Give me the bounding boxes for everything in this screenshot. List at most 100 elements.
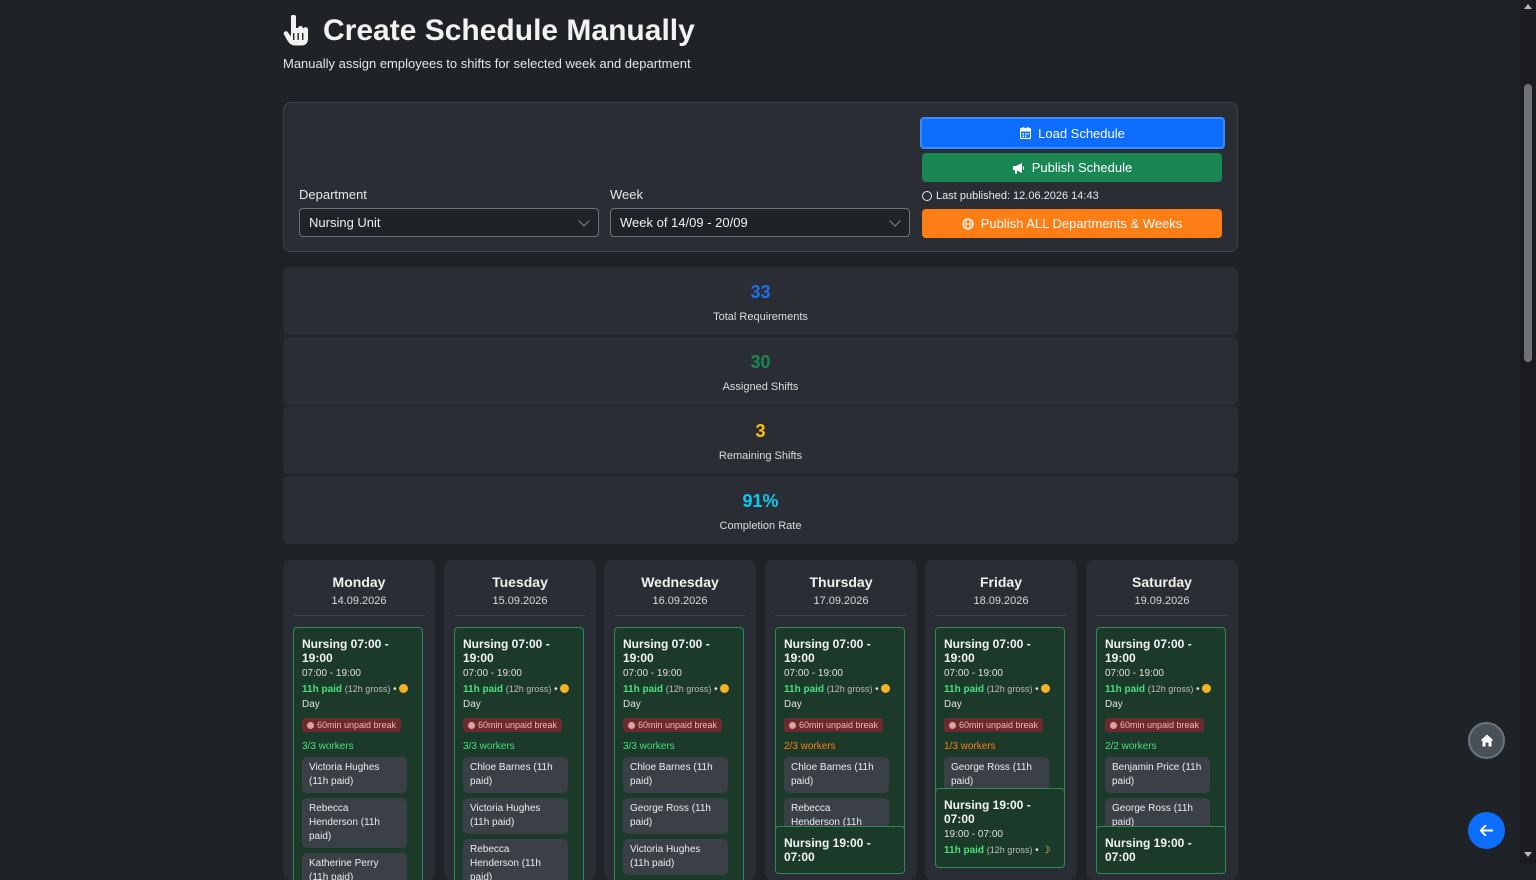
arrow-left-icon [1480,825,1493,836]
day-header: Saturday 19.09.2026 [1096,560,1228,616]
assigned-employee[interactable]: Chloe Barnes (11h paid) [463,757,568,793]
shift-time: 07:00 - 19:00 [463,668,522,679]
paid-hours: 11h paid [784,684,825,695]
last-published-text: Last published: 12.06.2026 14:43 [936,190,1099,202]
shift-card[interactable]: Nursing 07:00 - 19:00 07:00 - 19:00 11h pa… [775,627,905,858]
scroll-up-arrow-icon[interactable] [1524,4,1532,9]
day-header: Wednesday 16.09.2026 [614,560,746,616]
shift-card[interactable]: Nursing 07:00 - 19:00 07:00 - 19:00 11h pa… [935,627,1065,803]
publish-all-button[interactable]: Publish ALL Departments & Weeks [922,209,1222,238]
shift-card[interactable]: Nursing 07:00 - 19:00 07:00 - 19:00 11h pa… [454,627,584,880]
stat-remaining-shifts: 3 Remaining Shifts [283,406,1238,474]
assigned-employee[interactable]: Victoria Hughes (11h paid) [463,798,568,834]
publish-schedule-button[interactable]: Publish Schedule [922,153,1222,182]
shift-card[interactable]: Nursing 19:00 - 07:00 [775,826,905,874]
day-header: Tuesday 15.09.2026 [454,560,586,616]
back-button[interactable] [1468,812,1505,849]
shift-type: Day [463,699,481,710]
stat-value: 3 [755,421,766,441]
stat-value: 33 [750,282,771,302]
week-calendar: Monday 14.09.2026 Nursing 07:00 - 19:00 07:… [283,560,1238,880]
day-date: 16.09.2026 [652,595,708,607]
break-badge: 60min unpaid break [784,718,884,732]
shift-title: Nursing 19:00 - 07:00 [784,836,871,864]
day-date: 15.09.2026 [492,595,548,607]
shift-hours: 11h paid (12h gross) • Day [623,682,735,712]
assigned-employee[interactable]: Chloe Barnes (11h paid) [784,757,889,793]
coffee-icon [1110,722,1117,729]
department-label: Department [299,187,367,202]
assigned-employee[interactable]: Victoria Hughes (11h paid) [623,839,728,875]
shift-title: Nursing 07:00 - 19:00 [1105,637,1192,665]
day-name: Saturday [1132,574,1192,590]
shift-card[interactable]: Nursing 19:00 - 07:00 19:00 - 07:00 11h pa… [935,788,1065,868]
calendar-icon [1020,127,1032,139]
day-column-friday: Friday 18.09.2026 Nursing 07:00 - 19:00 07:… [925,560,1077,880]
shift-time: 07:00 - 19:00 [302,668,361,679]
home-button[interactable] [1468,722,1505,759]
assigned-employee[interactable]: George Ross (11h paid) [944,757,1049,793]
shift-card[interactable]: Nursing 07:00 - 19:00 07:00 - 19:00 11h pa… [293,627,423,880]
gross-hours: (12h gross) [1147,684,1194,694]
break-badge: 60min unpaid break [302,718,402,732]
page-subtitle: Manually assign employees to shifts for … [283,56,691,71]
chevron-down-icon [889,215,901,227]
assigned-employee[interactable]: Rebecca Henderson (11h paid) [302,798,407,848]
shift-card[interactable]: Nursing 07:00 - 19:00 07:00 - 19:00 11h pa… [1096,627,1226,844]
day-column-monday: Monday 14.09.2026 Nursing 07:00 - 19:00 07:… [283,560,435,880]
day-date: 17.09.2026 [813,595,869,607]
break-text: 60min unpaid break [317,720,397,730]
day-header: Monday 14.09.2026 [293,560,425,616]
shift-card[interactable]: Nursing 07:00 - 19:00 07:00 - 19:00 11h pa… [614,627,744,880]
stat-label: Total Requirements [713,311,808,323]
scroll-thumb[interactable] [1524,84,1532,362]
stat-completion-rate: 91% Completion Rate [283,476,1238,544]
assigned-employee[interactable]: Chloe Barnes (11h paid) [623,757,728,793]
assigned-employee[interactable]: George Ross (11h paid) [623,798,728,834]
stat-total-requirements: 33 Total Requirements [283,267,1238,335]
megaphone-icon [1012,162,1025,173]
publish-all-label: Publish ALL Departments & Weeks [980,216,1183,231]
shift-title: Nursing 07:00 - 19:00 [623,637,710,665]
sun-icon [399,684,409,693]
scroll-down-arrow-icon[interactable] [1524,852,1532,857]
shift-title: Nursing 07:00 - 19:00 [784,637,871,665]
break-text: 60min unpaid break [1120,720,1200,730]
assigned-employee[interactable]: Victoria Hughes (11h paid) [302,757,407,793]
paid-hours: 11h paid [302,684,343,695]
shift-hours: 11h paid (12h gross) • Day [944,682,1056,712]
shift-time: 07:00 - 19:00 [784,668,843,679]
break-text: 60min unpaid break [799,720,879,730]
paid-hours: 11h paid [463,684,504,695]
break-text: 60min unpaid break [478,720,558,730]
break-text: 60min unpaid break [959,720,1039,730]
day-header: Friday 18.09.2026 [935,560,1067,616]
worker-count: 2/2 workers [1105,741,1157,752]
sun-icon [1202,684,1212,693]
paid-hours: 11h paid [1105,684,1146,695]
week-select[interactable]: Week of 14/09 - 20/09 [610,208,910,237]
load-schedule-button[interactable]: Load Schedule [920,117,1225,149]
shift-card[interactable]: Nursing 19:00 - 07:00 [1096,826,1226,874]
last-published-info: Last published: 12.06.2026 14:43 [922,190,1099,202]
week-select-value: Week of 14/09 - 20/09 [620,215,748,230]
assigned-employee[interactable]: Rebecca Henderson (11h paid) [463,839,568,880]
globe-icon [962,217,974,230]
assigned-employee[interactable]: Benjamin Price (11h paid) [1105,757,1210,793]
coffee-icon [468,722,475,729]
shift-time: 19:00 - 07:00 [944,829,1003,840]
break-badge: 60min unpaid break [623,718,723,732]
day-name: Thursday [809,574,873,590]
week-label: Week [610,187,643,202]
shift-title: Nursing 07:00 - 19:00 [944,637,1031,665]
coffee-icon [628,722,635,729]
department-select[interactable]: Nursing Unit [299,208,599,237]
assigned-employee[interactable]: Katherine Perry (11h paid) [302,853,407,880]
day-name: Wednesday [641,574,719,590]
gross-hours: (12h gross) [826,684,873,694]
publish-schedule-label: Publish Schedule [1031,160,1133,175]
shift-hours: 11h paid (12h gross) • Day [1105,682,1217,712]
page-scrollbar[interactable] [1520,0,1536,864]
worker-count: 3/3 workers [463,741,515,752]
paid-hours: 11h paid [944,845,985,856]
